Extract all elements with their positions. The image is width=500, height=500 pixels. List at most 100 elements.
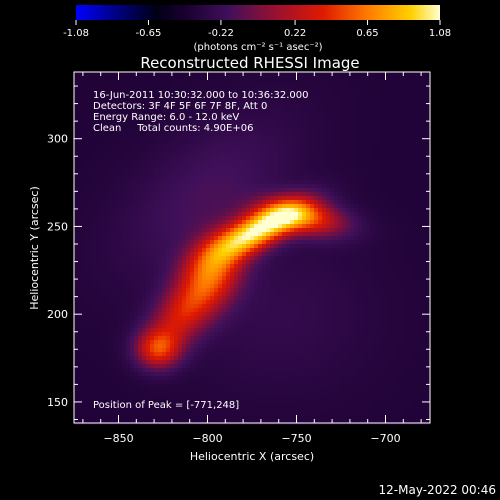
- heatmap-pixel: [190, 76, 195, 81]
- heatmap-pixel: [210, 100, 215, 105]
- heatmap-pixel: [134, 120, 139, 125]
- heatmap-pixel: [222, 240, 227, 245]
- heatmap-pixel: [98, 184, 103, 189]
- heatmap-pixel: [106, 280, 111, 285]
- heatmap-pixel: [418, 140, 423, 145]
- heatmap-pixel: [230, 92, 235, 97]
- heatmap-pixel: [114, 168, 119, 173]
- heatmap-pixel: [78, 92, 83, 97]
- heatmap-pixel: [130, 204, 135, 209]
- heatmap-pixel: [290, 100, 295, 105]
- heatmap-pixel: [326, 184, 331, 189]
- heatmap-pixel: [334, 240, 339, 245]
- heatmap-pixel: [318, 136, 323, 141]
- heatmap-pixel: [122, 192, 127, 197]
- heatmap-pixel: [122, 284, 127, 289]
- heatmap-pixel: [122, 236, 127, 241]
- heatmap-pixel: [150, 168, 155, 173]
- heatmap-pixel: [218, 292, 223, 297]
- heatmap-pixel: [262, 188, 267, 193]
- heatmap-pixel: [162, 88, 167, 93]
- heatmap-pixel: [302, 204, 307, 209]
- heatmap-pixel: [262, 260, 267, 265]
- heatmap-pixel: [254, 156, 259, 161]
- heatmap-pixel: [122, 176, 127, 181]
- heatmap-pixel: [386, 280, 391, 285]
- heatmap-pixel: [118, 84, 123, 89]
- heatmap-pixel: [246, 264, 251, 269]
- heatmap-pixel: [78, 256, 83, 261]
- heatmap-pixel: [242, 208, 247, 213]
- heatmap-pixel: [382, 84, 387, 89]
- heatmap-pixel: [322, 252, 327, 257]
- heatmap-pixel: [210, 80, 215, 85]
- heatmap-pixel: [166, 184, 171, 189]
- heatmap-pixel: [362, 244, 367, 249]
- heatmap-pixel: [238, 264, 243, 269]
- heatmap-pixel: [126, 252, 131, 257]
- heatmap-pixel: [190, 284, 195, 289]
- heatmap-pixel: [274, 252, 279, 257]
- heatmap-pixel: [418, 108, 423, 113]
- heatmap-pixel: [306, 244, 311, 249]
- heatmap-pixel: [342, 80, 347, 85]
- heatmap-pixel: [78, 140, 83, 145]
- heatmap-pixel: [114, 84, 119, 89]
- heatmap-pixel: [182, 280, 187, 285]
- heatmap-pixel: [206, 96, 211, 101]
- heatmap-pixel: [294, 168, 299, 173]
- heatmap-pixel: [178, 264, 183, 269]
- heatmap-pixel: [366, 276, 371, 281]
- heatmap-pixel: [378, 240, 383, 245]
- heatmap-pixel: [110, 188, 115, 193]
- heatmap-pixel: [426, 172, 431, 177]
- heatmap-pixel: [102, 180, 107, 185]
- heatmap-pixel: [358, 272, 363, 277]
- heatmap-pixel: [418, 148, 423, 153]
- heatmap-pixel: [302, 240, 307, 245]
- heatmap-pixel: [146, 188, 151, 193]
- heatmap-pixel: [418, 228, 423, 233]
- heatmap-pixel: [166, 256, 171, 261]
- heatmap-pixel: [410, 260, 415, 265]
- heatmap-pixel: [354, 280, 359, 285]
- heatmap-pixel: [422, 152, 427, 157]
- heatmap-pixel: [78, 148, 83, 153]
- heatmap-pixel: [74, 100, 79, 105]
- heatmap-pixel: [182, 232, 187, 237]
- heatmap-pixel: [322, 220, 327, 225]
- heatmap-pixel: [310, 72, 315, 77]
- heatmap-pixel: [126, 196, 131, 201]
- heatmap-pixel: [362, 72, 367, 77]
- heatmap-pixel: [194, 216, 199, 221]
- heatmap-pixel: [130, 164, 135, 169]
- heatmap-pixel: [398, 268, 403, 273]
- heatmap-pixel: [94, 220, 99, 225]
- heatmap-pixel: [182, 196, 187, 201]
- heatmap-pixel: [250, 244, 255, 249]
- heatmap-pixel: [330, 264, 335, 269]
- heatmap-pixel: [414, 144, 419, 149]
- heatmap-pixel: [398, 184, 403, 189]
- heatmap-pixel: [242, 224, 247, 229]
- heatmap-pixel: [86, 288, 91, 293]
- heatmap-pixel: [286, 100, 291, 105]
- heatmap-pixel: [358, 100, 363, 105]
- heatmap-pixel: [242, 116, 247, 121]
- heatmap-pixel: [350, 184, 355, 189]
- heatmap-pixel: [414, 84, 419, 89]
- heatmap-pixel: [198, 236, 203, 241]
- heatmap-pixel: [402, 280, 407, 285]
- heatmap-pixel: [326, 220, 331, 225]
- heatmap-pixel: [94, 80, 99, 85]
- heatmap-pixel: [354, 100, 359, 105]
- heatmap-pixel: [198, 280, 203, 285]
- heatmap-pixel: [322, 96, 327, 101]
- heatmap-pixel: [366, 120, 371, 125]
- heatmap-pixel: [258, 80, 263, 85]
- heatmap-pixel: [94, 280, 99, 285]
- heatmap-pixel: [250, 252, 255, 257]
- heatmap-pixel: [178, 140, 183, 145]
- heatmap-pixel: [170, 108, 175, 113]
- heatmap-pixel: [206, 160, 211, 165]
